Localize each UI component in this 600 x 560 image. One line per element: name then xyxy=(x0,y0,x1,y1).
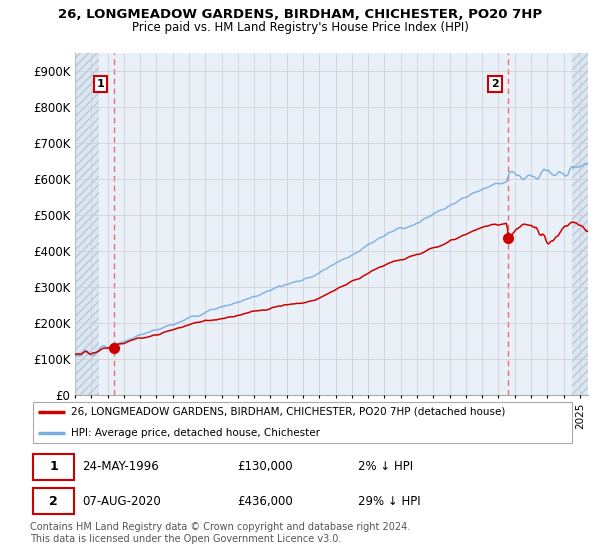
Text: £130,000: £130,000 xyxy=(238,460,293,473)
Text: £436,000: £436,000 xyxy=(238,494,293,508)
FancyBboxPatch shape xyxy=(33,488,74,514)
Text: 29% ↓ HPI: 29% ↓ HPI xyxy=(358,494,420,508)
Text: 2: 2 xyxy=(491,79,499,89)
Text: 26, LONGMEADOW GARDENS, BIRDHAM, CHICHESTER, PO20 7HP (detached house): 26, LONGMEADOW GARDENS, BIRDHAM, CHICHES… xyxy=(71,407,505,417)
Text: 2% ↓ HPI: 2% ↓ HPI xyxy=(358,460,413,473)
Text: 1: 1 xyxy=(97,79,104,89)
Text: 2: 2 xyxy=(49,494,58,508)
Text: HPI: Average price, detached house, Chichester: HPI: Average price, detached house, Chic… xyxy=(71,428,320,438)
Text: 07-AUG-2020: 07-AUG-2020 xyxy=(82,494,161,508)
Text: Price paid vs. HM Land Registry's House Price Index (HPI): Price paid vs. HM Land Registry's House … xyxy=(131,21,469,34)
Text: Contains HM Land Registry data © Crown copyright and database right 2024.
This d: Contains HM Land Registry data © Crown c… xyxy=(30,522,410,544)
Text: 1: 1 xyxy=(49,460,58,473)
Bar xyxy=(75,53,100,395)
Text: 24-MAY-1996: 24-MAY-1996 xyxy=(82,460,158,473)
Text: 26, LONGMEADOW GARDENS, BIRDHAM, CHICHESTER, PO20 7HP: 26, LONGMEADOW GARDENS, BIRDHAM, CHICHES… xyxy=(58,8,542,21)
FancyBboxPatch shape xyxy=(33,402,572,443)
FancyBboxPatch shape xyxy=(33,454,74,480)
Bar xyxy=(572,53,588,395)
